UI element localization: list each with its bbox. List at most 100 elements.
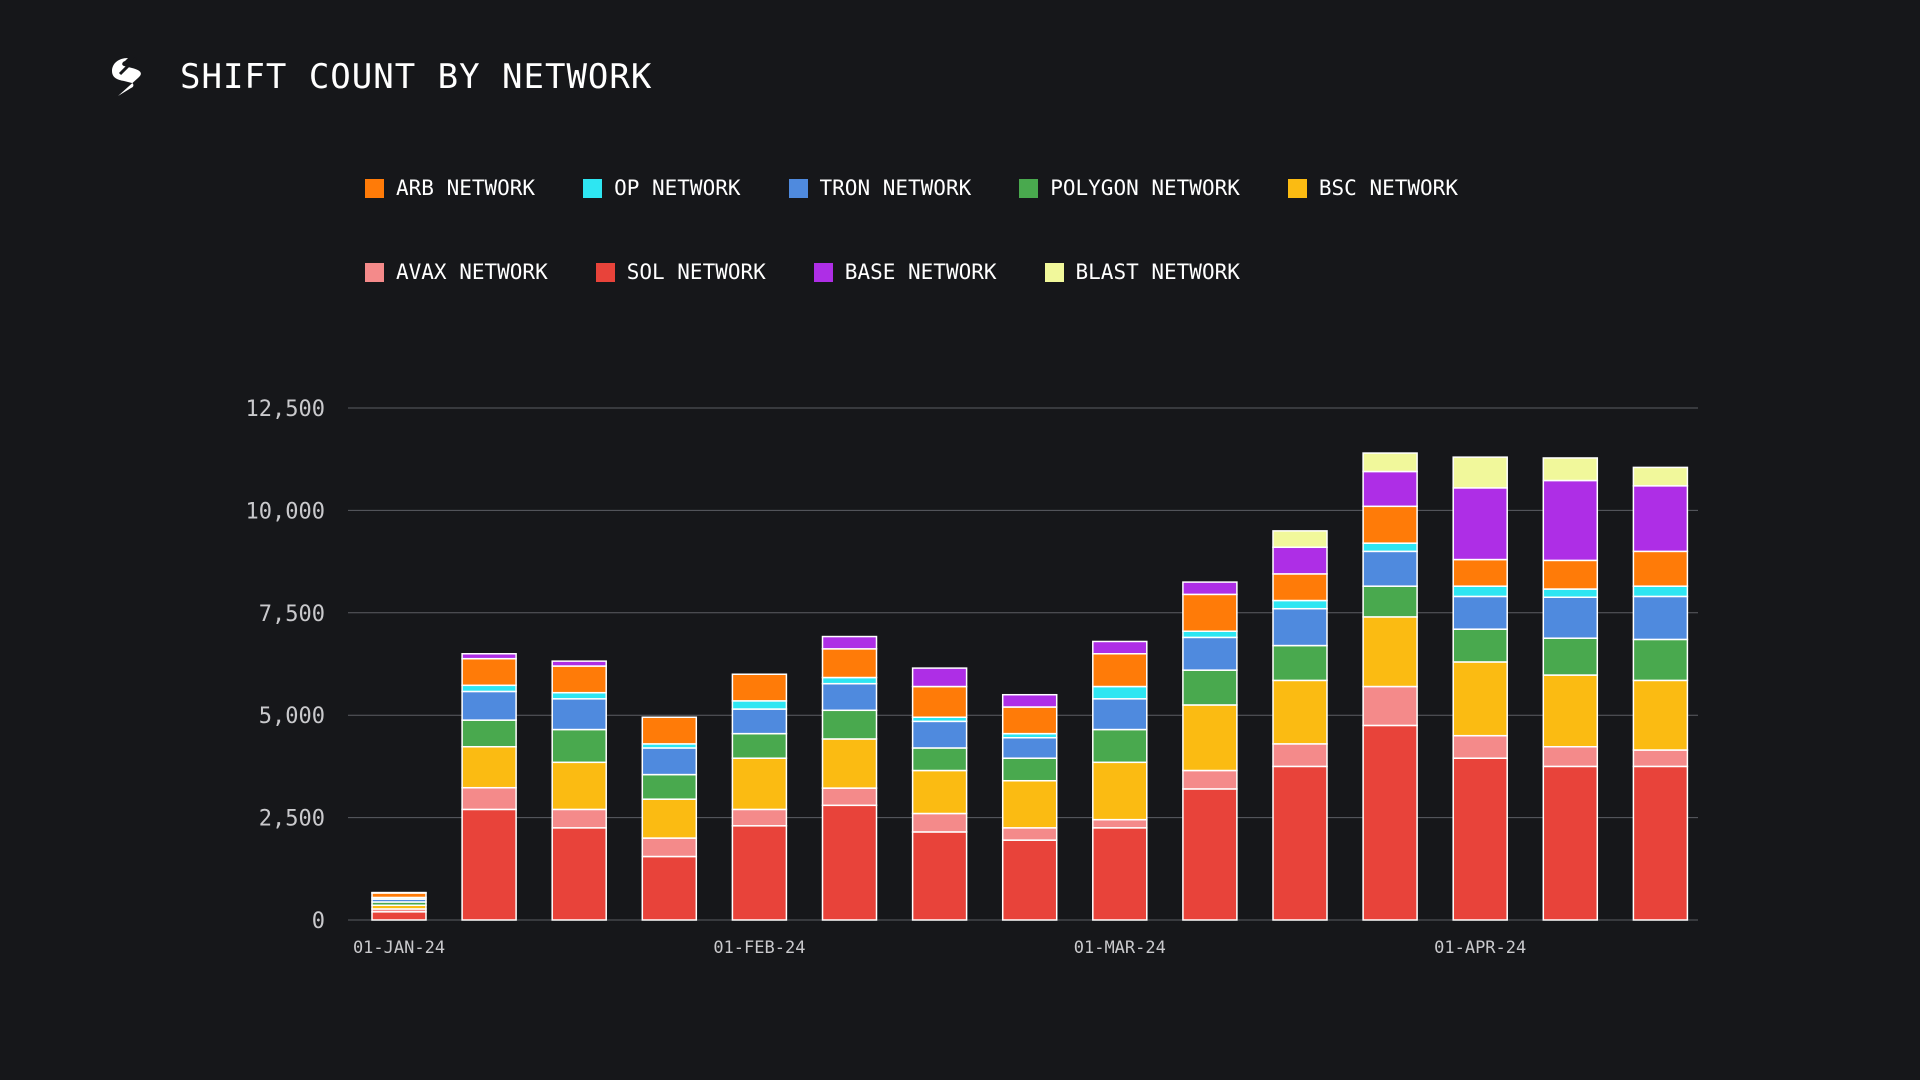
y-tick-label: 10,000 [246, 499, 325, 524]
bar-segment-base-network [1092, 640, 1148, 655]
bar-segment-tron-network [641, 747, 698, 776]
y-tick-label: 5,000 [259, 704, 325, 729]
bar-segment-op-network [551, 691, 607, 700]
bar-segment-base-network [911, 667, 968, 688]
bar-segment-bsc-network [461, 745, 517, 789]
bar-stack [1632, 466, 1689, 921]
bar-segment-sol-network [821, 804, 878, 921]
bar-segment-arb-network [1362, 505, 1418, 544]
y-tick-label: 12,500 [246, 397, 325, 422]
bar-segment-arb-network [821, 648, 878, 679]
bar-segment-arb-network [1182, 593, 1238, 632]
legend-item-sol-network: SOL NETWORK [595, 260, 766, 284]
bar-segment-sol-network [1272, 765, 1328, 921]
bar-segment-sol-network [641, 855, 698, 921]
bar-segment-bsc-network [641, 798, 698, 839]
legend-label: POLYGON NETWORK [1050, 176, 1240, 200]
sideshift-logo-icon [112, 56, 141, 96]
legend-item-base-network: BASE NETWORK [813, 260, 997, 284]
legend-label: SOL NETWORK [626, 260, 766, 284]
bar-segment-bsc-network [1001, 779, 1058, 829]
bar-stack [1182, 581, 1238, 921]
bar-segment-avax-network [1362, 685, 1418, 727]
bar-segment-tron-network [1542, 596, 1599, 639]
bar-segment-base-network [1362, 470, 1418, 508]
bar-stack [821, 635, 878, 921]
legend-label: TRON NETWORK [819, 176, 972, 200]
bar-segment-avax-network [1452, 734, 1508, 759]
bar-segment-avax-network [1632, 749, 1689, 768]
chart-legend: ARB NETWORK OP NETWORK TRON NETWORK POLYGON… [365, 176, 1625, 284]
bar-segment-tron-network [551, 698, 607, 731]
bar-segment-base-network [551, 660, 607, 667]
legend-item-blast-network: BLAST NETWORK [1044, 260, 1240, 284]
bar-segment-polygon-network [1632, 638, 1689, 682]
bar-segment-tron-network [1452, 595, 1508, 630]
bar-segment-base-network [821, 635, 878, 650]
bar-segment-op-network [1362, 542, 1418, 553]
legend-swatch [583, 178, 603, 198]
bar-segment-op-network [821, 676, 878, 685]
legend-item-polygon-network: POLYGON NETWORK [1019, 176, 1240, 200]
bar-segment-arb-network [1632, 550, 1689, 587]
legend-item-tron-network: TRON NETWORK [788, 176, 972, 200]
bar-segment-sol-network [1092, 827, 1148, 921]
bar-stack [1362, 452, 1418, 921]
bar-segment-sol-network [371, 911, 427, 921]
bar-segment-blast-network [1632, 466, 1689, 487]
bar-stack [1452, 456, 1508, 921]
bar-segment-sol-network [1542, 765, 1599, 921]
bar-segment-base-network [1632, 485, 1689, 553]
bar-segment-avax-network [1182, 769, 1238, 790]
bar-segment-base-network [1542, 479, 1599, 562]
bar-segment-sol-network [1182, 788, 1238, 921]
bar-segment-polygon-network [1452, 628, 1508, 663]
bar-segment-op-network [731, 700, 788, 710]
bar-segment-arb-network [1452, 558, 1508, 587]
bar-segment-sol-network [1632, 765, 1689, 921]
bar-segment-bsc-network [1452, 661, 1508, 737]
legend-swatch [365, 262, 384, 282]
bar-segment-polygon-network [461, 719, 517, 748]
legend-swatch [788, 178, 808, 198]
bar-segment-blast-network [1542, 457, 1599, 482]
header: SHIFT COUNT BY NETWORK [110, 56, 652, 98]
legend-swatch [365, 178, 384, 198]
bar-segment-avax-network [551, 808, 607, 829]
y-tick-label: 2,500 [259, 807, 325, 832]
bar-segment-tron-network [1092, 698, 1148, 731]
bar-segment-op-network [1452, 585, 1508, 598]
bar-segment-arb-network [461, 657, 517, 687]
bar-segment-base-network [1182, 581, 1238, 596]
bar-segment-polygon-network [821, 709, 878, 740]
legend-label: BASE NETWORK [844, 260, 997, 284]
legend-swatch [1044, 262, 1064, 282]
legend-label: AVAX NETWORK [396, 260, 548, 284]
bar-stack [551, 660, 607, 921]
bar-segment-sol-network [731, 825, 788, 921]
bar-segment-bsc-network [1182, 704, 1238, 772]
bar-segment-arb-network [911, 685, 968, 718]
bar-segment-polygon-network [1092, 728, 1148, 764]
bar-segment-avax-network [641, 837, 698, 858]
bar-segment-bsc-network [911, 769, 968, 815]
bar-segment-op-network [1182, 630, 1238, 639]
bar-segment-blast-network [1452, 456, 1508, 489]
bar-segment-tron-network [731, 708, 788, 735]
bar-segment-avax-network [821, 787, 878, 807]
y-tick-label: 0 [312, 909, 325, 934]
legend-item-op-network: OP NETWORK [583, 176, 741, 200]
bar-segment-arb-network [641, 716, 698, 745]
bar-segment-arb-network [1272, 573, 1328, 602]
bar-segment-op-network [1092, 685, 1148, 700]
bar-segment-sol-network [1452, 757, 1508, 921]
bar-stack [731, 673, 788, 921]
bar-stack [461, 653, 517, 921]
legend-swatch [1287, 178, 1307, 198]
legend-label: BSC NETWORK [1318, 176, 1458, 200]
bar-segment-polygon-network [1542, 637, 1599, 676]
bar-segment-bsc-network [1362, 616, 1418, 688]
bar-segment-sol-network [911, 831, 968, 921]
bar-segment-base-network [1272, 546, 1328, 575]
